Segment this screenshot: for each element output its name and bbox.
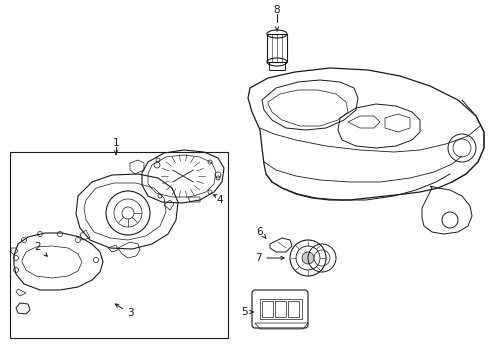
Text: 3: 3	[127, 308, 133, 318]
Text: 8: 8	[274, 5, 280, 15]
Bar	[262, 301, 273, 317]
Text: 7: 7	[255, 253, 261, 263]
Text: 1: 1	[113, 138, 119, 148]
Bar	[269, 62, 285, 70]
Bar	[260, 299, 302, 319]
Bar	[267, 34, 287, 62]
Bar	[288, 301, 299, 317]
Text: 6: 6	[257, 227, 263, 237]
Text: 4: 4	[217, 195, 223, 205]
Circle shape	[302, 252, 314, 264]
Bar	[275, 301, 286, 317]
Text: 2: 2	[35, 242, 41, 252]
Text: 5: 5	[241, 307, 247, 317]
Bar	[10, 152, 228, 338]
